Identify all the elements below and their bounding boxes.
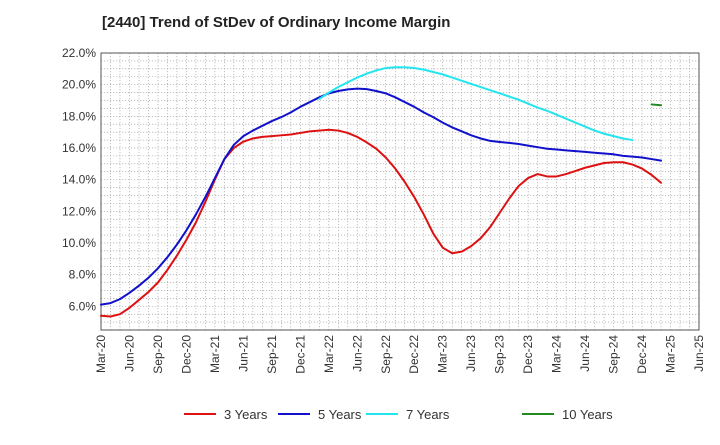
y-tick-label: 22.0% [62, 46, 96, 60]
chart-title: [2440] Trend of StDev of Ordinary Income… [102, 14, 451, 31]
y-tick-label: 10.0% [62, 236, 96, 250]
x-tick-label: Sep-22 [379, 335, 393, 374]
y-tick-label: 16.0% [62, 141, 96, 155]
x-tick-label: Sep-20 [151, 335, 165, 374]
x-tick-label: Mar-20 [94, 335, 108, 373]
series-line [100, 87, 663, 306]
x-tick-label: Jun-23 [464, 335, 478, 372]
y-tick-label: 6.0% [69, 299, 97, 313]
x-tick-label: Jun-22 [350, 335, 364, 372]
plot-area [101, 53, 699, 330]
y-tick-label: 12.0% [62, 204, 96, 218]
grid [101, 53, 699, 330]
legend: 3 Years 5 Years 7 Years 10 Years [184, 407, 613, 422]
series-line [318, 66, 634, 142]
plot-frame [100, 52, 700, 331]
x-tick-label: Jun-20 [122, 335, 136, 372]
x-tick-label: Mar-24 [550, 335, 564, 373]
x-tick-label: Mar-23 [436, 335, 450, 373]
x-tick-label: Dec-23 [521, 335, 535, 374]
legend-label: 7 Years [406, 407, 450, 422]
axes: 22.0% 20.0% 18.0% 16.0% 14.0% 12.0% 10.0% 8.0% 6… [62, 46, 706, 374]
y-tick-label: 8.0% [69, 268, 97, 282]
x-tick-label: Dec-22 [407, 335, 421, 374]
series-line [650, 103, 663, 107]
x-tick-label: Dec-21 [293, 335, 307, 374]
legend-label: 3 Years [224, 407, 268, 422]
x-tick-label: Mar-22 [322, 335, 336, 373]
x-tick-label: Jun-24 [578, 335, 592, 372]
x-tick-label: Jun-21 [236, 335, 250, 372]
x-tick-label: Dec-24 [635, 335, 649, 374]
x-tick-label: Sep-21 [265, 335, 279, 374]
series-line [100, 128, 663, 318]
x-tick-label: Jun-25 [692, 335, 706, 372]
x-tick-label: Sep-24 [607, 335, 621, 374]
x-tick-label: Dec-20 [179, 335, 193, 374]
x-tick-label: Mar-21 [208, 335, 222, 373]
x-tick-label: Mar-25 [664, 335, 678, 373]
series-lines [100, 66, 663, 318]
x-tick-label: Sep-23 [493, 335, 507, 374]
y-tick-label: 14.0% [62, 173, 96, 187]
legend-label: 10 Years [562, 407, 613, 422]
y-tick-label: 20.0% [62, 78, 96, 92]
legend-label: 5 Years [318, 407, 362, 422]
y-tick-label: 18.0% [62, 109, 96, 123]
